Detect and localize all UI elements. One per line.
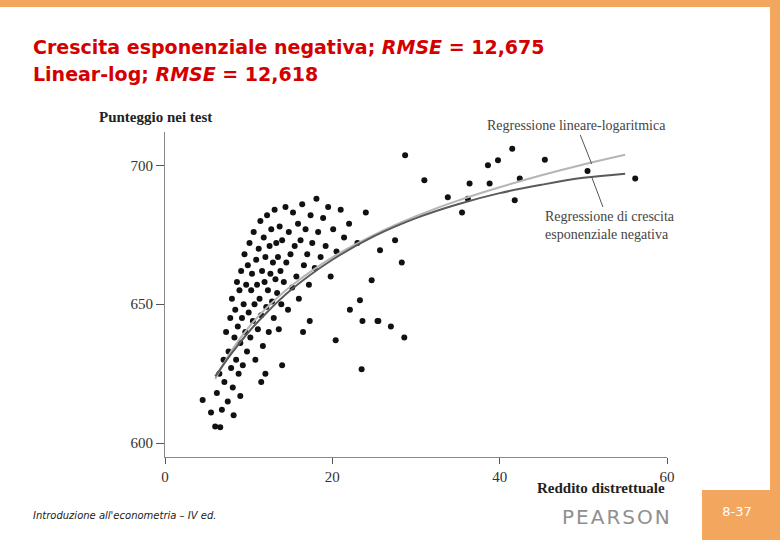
svg-text:20: 20: [325, 469, 340, 485]
svg-text:0: 0: [161, 469, 169, 485]
html-text:Linear-log; RMSE = 12,618: Linear-log; RMSE = 12,618: [33, 63, 319, 85]
svg-text:700: 700: [131, 158, 154, 174]
svg-text:60: 60: [660, 469, 675, 485]
svg-text:Reddito distrettuale: Reddito distrettuale: [537, 480, 665, 496]
svg-text:600: 600: [131, 435, 154, 451]
svg-text:650: 650: [131, 296, 154, 312]
html-text:8-37: 8-37: [722, 504, 752, 519]
html-text:Introduzione all'econometria –: Introduzione all'econometria – IV ed.: [33, 510, 217, 521]
html-text:PEARSON: PEARSON: [562, 505, 672, 529]
svg-text:Regressione lineare-logaritmic: Regressione lineare-logaritmica: [487, 118, 666, 133]
svg-text:40: 40: [492, 469, 507, 485]
svg-text:Punteggio nei test: Punteggio nei test: [99, 109, 212, 125]
html-text:Crescita esponenziale negativa: Crescita esponenziale negativa; RMSE = 1…: [33, 36, 545, 58]
svg-text:Regressione di crescitaesponen: Regressione di crescitaesponenziale nega…: [545, 209, 675, 242]
